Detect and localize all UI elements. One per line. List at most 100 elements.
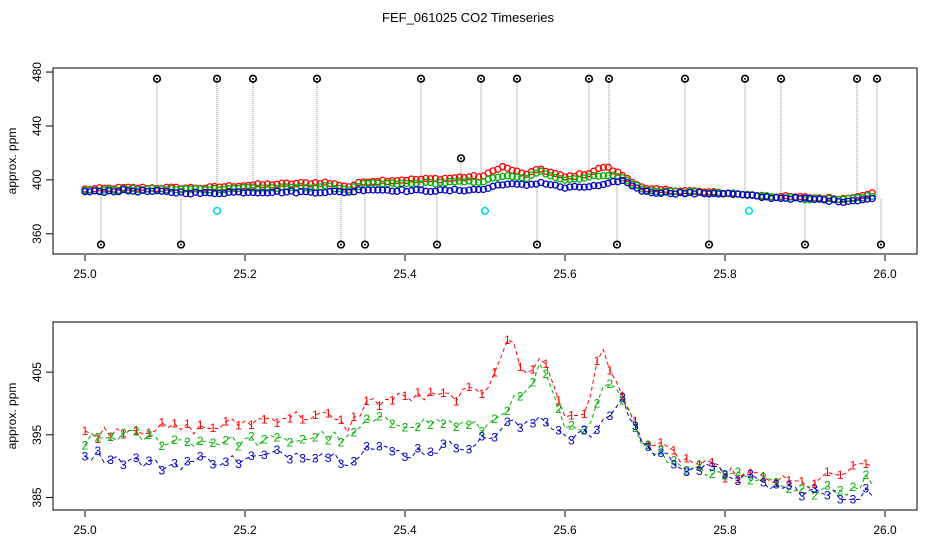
series-3-marker: 3 [632, 419, 639, 433]
series-1-marker: 1 [773, 476, 780, 490]
series-3-marker: 3 [133, 451, 140, 465]
series-3-point [676, 188, 684, 197]
series-1-marker: 1 [235, 419, 242, 433]
x-tick-label: 25.4 [393, 523, 417, 537]
series-1-marker: 1 [146, 426, 153, 440]
spike-point [532, 240, 542, 249]
series-1-point [599, 163, 608, 172]
series-1-marker: 1 [504, 333, 511, 347]
series-3-marker: 3 [274, 443, 281, 457]
y-tick-label: 400 [30, 170, 44, 190]
series-3-marker: 3 [235, 457, 242, 471]
series-3-marker: 3 [581, 423, 588, 437]
series-2-marker: 2 [594, 396, 601, 410]
series-1-marker: 1 [184, 417, 191, 431]
series-2-point [402, 179, 411, 188]
series-3-point [105, 187, 113, 195]
series-3-marker: 3 [517, 421, 524, 435]
series-2-point [614, 172, 622, 181]
spike-point [512, 74, 522, 83]
series-3-marker: 3 [350, 455, 357, 469]
series-1-point [609, 167, 617, 175]
series-3-point [858, 196, 867, 204]
series-2-point [388, 179, 396, 187]
series-1-marker: 1 [491, 366, 498, 380]
series-2-point [551, 173, 560, 182]
y-tick-label: 385 [30, 487, 44, 507]
series-1-point [594, 164, 603, 173]
series-2-point [484, 175, 492, 183]
series-3-point [244, 188, 252, 197]
series-1-marker: 1 [478, 387, 485, 401]
series-1-point [302, 179, 310, 187]
y-tick-label: 360 [30, 223, 44, 243]
series-3-point [306, 188, 315, 196]
y-tick-label: 405 [30, 362, 44, 382]
series-3-marker: 3 [94, 444, 101, 458]
series-3-marker: 3 [824, 489, 831, 503]
series-3-point [364, 186, 372, 194]
series-1-point [321, 178, 329, 186]
series-3-point [182, 190, 190, 198]
series-2-marker: 2 [606, 377, 613, 391]
series-2-point [182, 185, 190, 193]
spike-point [584, 74, 594, 83]
series-1-marker: 1 [850, 458, 857, 472]
series-3-marker: 3 [210, 457, 217, 471]
series-2-marker: 2 [402, 420, 409, 434]
series-3-point [758, 193, 766, 202]
x-tick-label: 25.2 [233, 523, 257, 537]
cyan-point [480, 206, 490, 215]
series-1-marker: 1 [824, 465, 831, 479]
series-3-point [330, 187, 339, 195]
series-2-point [599, 172, 608, 180]
series-3-point [724, 189, 732, 197]
spike-point [872, 74, 882, 83]
series-1-marker: 1 [619, 389, 626, 403]
series-3-point [705, 190, 713, 198]
series-3-marker: 3 [542, 416, 549, 430]
series-3-point [594, 182, 603, 190]
series-2-point [556, 175, 564, 183]
series-3-marker: 3 [171, 456, 178, 470]
series-1-marker: 1 [594, 354, 601, 368]
series-1-point [450, 174, 459, 182]
series-2-line [84, 362, 873, 497]
series-3-point [537, 178, 545, 187]
series-2-point [258, 184, 267, 192]
series-3-point [546, 181, 555, 189]
series-2-point [474, 178, 483, 186]
series-2-marker: 2 [274, 431, 281, 445]
series-3-point [239, 189, 248, 197]
series-2-point [321, 182, 329, 190]
series-1-point [489, 167, 497, 175]
series-3-point [206, 189, 214, 197]
series-3-marker: 3 [222, 455, 229, 469]
spike-point-center [588, 77, 590, 80]
series-1-marker: 1 [120, 428, 127, 442]
series-2-marker: 2 [734, 465, 741, 479]
spike-point [852, 74, 862, 83]
series-3-marker: 3 [850, 493, 857, 507]
spike-point [176, 240, 186, 249]
series-2-marker: 2 [645, 438, 652, 452]
series-1-marker: 1 [274, 416, 281, 430]
series-1-marker: 1 [222, 415, 229, 429]
series-3-point [748, 191, 756, 199]
series-3-point [196, 189, 204, 198]
series-2-point [690, 188, 699, 196]
series-3-point [580, 183, 588, 191]
series-2-marker: 2 [363, 412, 370, 426]
series-3-point [220, 189, 228, 198]
spike-point [96, 240, 106, 249]
series-3-point [714, 190, 723, 198]
spike-point-center [100, 243, 102, 246]
spike-point [704, 240, 714, 249]
series-2-point [585, 173, 593, 181]
series-3-point [762, 193, 771, 201]
series-3-marker: 3 [82, 449, 89, 463]
series-2-marker: 2 [850, 480, 857, 494]
series-3-marker: 3 [568, 433, 575, 447]
series-3-point [225, 188, 233, 196]
series-2-point [460, 178, 468, 186]
